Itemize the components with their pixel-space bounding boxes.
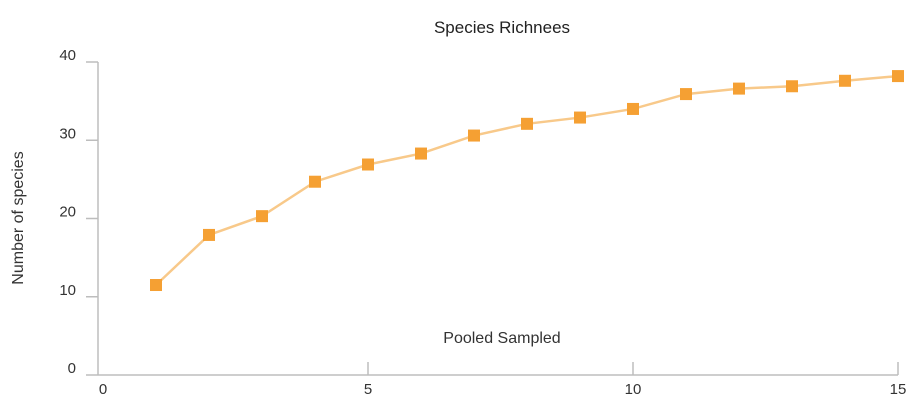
data-point-marker (256, 210, 268, 223)
data-point-marker (415, 147, 427, 160)
data-point-marker (521, 117, 533, 130)
data-point-marker (627, 102, 639, 115)
x-tick-label: 0 (99, 381, 107, 398)
y-tick-label: 20 (59, 204, 76, 221)
y-axis-label: Number of species (10, 151, 27, 284)
x-tick-label: 5 (364, 381, 372, 398)
data-point-marker (203, 228, 215, 241)
data-point-marker (150, 279, 162, 292)
data-point-marker (362, 158, 374, 171)
data-point-marker (574, 111, 586, 124)
x-tick-label: 10 (625, 381, 642, 398)
y-tick-label: 40 (59, 47, 76, 64)
x-tick-label: 15 (890, 381, 907, 398)
chart-title: Species Richnees (434, 18, 570, 37)
axis-ticks: 0 5 10 15 0 10 20 30 40 (59, 47, 906, 398)
data-point-marker (680, 88, 692, 101)
y-tick-label: 30 (59, 125, 76, 142)
y-tick-label: 0 (68, 360, 76, 377)
data-point-marker (892, 70, 904, 83)
data-point-marker (309, 175, 321, 188)
x-axis-label: Pooled Sampled (443, 330, 560, 347)
data-point-marker (786, 80, 798, 93)
data-point-marker (839, 74, 851, 87)
series-line (155, 74, 899, 286)
data-point-marker (733, 82, 745, 95)
data-point-marker (468, 129, 480, 142)
y-tick-label: 10 (59, 282, 76, 299)
series-layer (150, 70, 904, 292)
